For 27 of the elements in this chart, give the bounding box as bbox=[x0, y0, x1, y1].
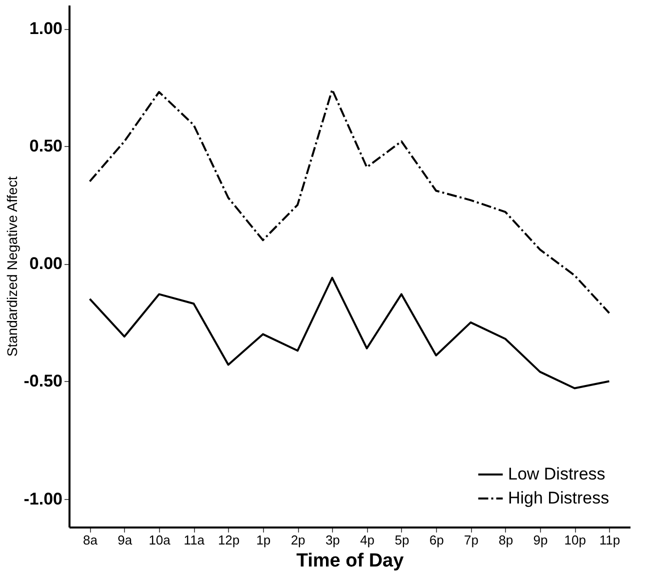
x-axis-title: Time of Day bbox=[296, 550, 404, 572]
legend-label: High Distress bbox=[508, 488, 610, 508]
y-tick-label: 0.50 bbox=[29, 136, 62, 156]
x-tick-label: 9p bbox=[533, 532, 548, 548]
y-tick-label: -0.50 bbox=[24, 372, 62, 391]
legend-label: Low Distress bbox=[508, 464, 606, 484]
line-series bbox=[88, 88, 610, 314]
x-tick-label: 11a bbox=[184, 532, 206, 548]
y-tick-label: 0.00 bbox=[29, 254, 62, 274]
y-axis-title: Standardized Negative Affect bbox=[4, 176, 20, 357]
x-tick-label: 6p bbox=[429, 532, 444, 548]
x-tick-label: 4p bbox=[360, 532, 375, 548]
x-tick-label: 11p bbox=[599, 532, 620, 548]
x-tick-label: 2p bbox=[290, 532, 306, 548]
x-tick-label: 9a bbox=[118, 532, 133, 548]
y-tick-label: -1.00 bbox=[24, 489, 62, 508]
x-tick-label: 12p bbox=[218, 532, 240, 548]
x-tick-label: 7p bbox=[464, 532, 478, 548]
x-tick-label: 10p bbox=[564, 532, 586, 548]
x-tick-label: 8p bbox=[498, 532, 514, 548]
line-series bbox=[88, 276, 610, 390]
y-tick-label: 1.00 bbox=[29, 19, 62, 38]
x-tick-label: 1p bbox=[256, 532, 271, 548]
x-tick-label: 5p bbox=[394, 532, 410, 548]
x-tick-label: 3p bbox=[325, 532, 340, 548]
x-tick-label: 10a bbox=[148, 532, 172, 548]
x-tick-label: 8a bbox=[83, 532, 98, 548]
